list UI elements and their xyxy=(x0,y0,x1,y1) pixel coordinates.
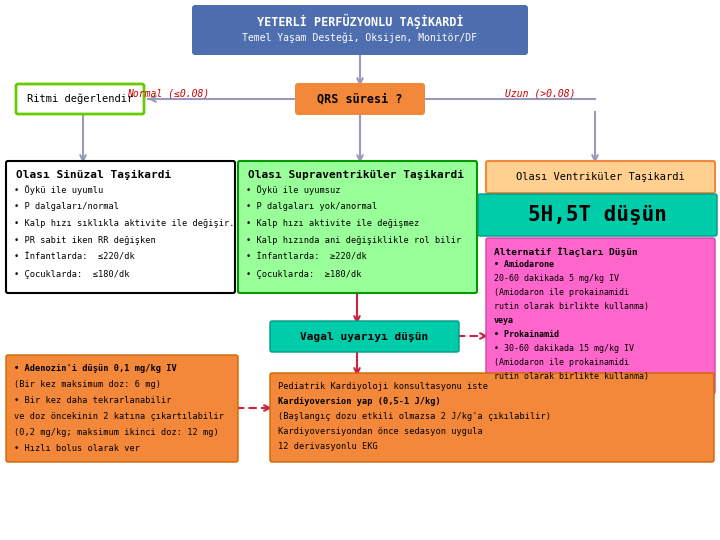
Text: (Bir kez maksimum doz: 6 mg): (Bir kez maksimum doz: 6 mg) xyxy=(14,380,161,389)
FancyBboxPatch shape xyxy=(478,194,717,236)
FancyBboxPatch shape xyxy=(486,161,715,193)
Text: • P dalgaları yok/anormal: • P dalgaları yok/anormal xyxy=(246,202,377,211)
Text: (Amiodaron ile prokainamidi: (Amiodaron ile prokainamidi xyxy=(494,288,629,297)
Text: • Çocuklarda:  ≤180/dk: • Çocuklarda: ≤180/dk xyxy=(14,270,130,279)
FancyBboxPatch shape xyxy=(6,161,235,293)
Text: veya: veya xyxy=(494,316,514,325)
FancyBboxPatch shape xyxy=(270,373,714,462)
Text: Alternatif İlaçları Düşün: Alternatif İlaçları Düşün xyxy=(494,247,638,257)
Text: 5H,5T düşün: 5H,5T düşün xyxy=(528,205,667,225)
Text: ve doz öncekinin 2 katına çıkartılabilir: ve doz öncekinin 2 katına çıkartılabilir xyxy=(14,412,224,421)
Text: Temel Yaşam Desteği, Oksijen, Monitör/DF: Temel Yaşam Desteği, Oksijen, Monitör/DF xyxy=(243,33,477,43)
Text: • Hızlı bolus olarak ver: • Hızlı bolus olarak ver xyxy=(14,444,140,453)
Text: • Adenozin'i düşün 0,1 mg/kg IV: • Adenozin'i düşün 0,1 mg/kg IV xyxy=(14,364,176,373)
Text: (Başlangıç dozu etkili olmazsa 2 J/kg'a çıkılabilir): (Başlangıç dozu etkili olmazsa 2 J/kg'a … xyxy=(278,412,551,421)
Text: Ritmi değerlendir: Ritmi değerlendir xyxy=(27,94,133,104)
Text: rutin olarak birlikte kullanma): rutin olarak birlikte kullanma) xyxy=(494,372,649,381)
Text: Vagal uyarıyı düşün: Vagal uyarıyı düşün xyxy=(300,332,428,341)
Text: • Bir kez daha tekrarlanabilir: • Bir kez daha tekrarlanabilir xyxy=(14,396,171,405)
Text: • İnfantlarda:  ≥220/dk: • İnfantlarda: ≥220/dk xyxy=(246,253,366,262)
Text: Normal (≤0.08): Normal (≤0.08) xyxy=(127,88,209,98)
FancyBboxPatch shape xyxy=(270,321,459,352)
FancyBboxPatch shape xyxy=(238,161,477,293)
FancyBboxPatch shape xyxy=(192,5,528,55)
FancyBboxPatch shape xyxy=(295,83,425,115)
Text: QRS süresi ?: QRS süresi ? xyxy=(318,92,402,105)
Text: 20-60 dakikada 5 mg/kg IV: 20-60 dakikada 5 mg/kg IV xyxy=(494,274,619,283)
FancyBboxPatch shape xyxy=(6,355,238,462)
Text: YETERLİ PERFÜZYONLU TAŞİKARDİ: YETERLİ PERFÜZYONLU TAŞİKARDİ xyxy=(257,14,463,29)
Text: 12 derivasyonlu EKG: 12 derivasyonlu EKG xyxy=(278,442,378,451)
FancyBboxPatch shape xyxy=(16,84,144,114)
Text: Olası Sinüzal Taşikardi: Olası Sinüzal Taşikardi xyxy=(16,170,171,180)
Text: • P dalgaları/normal: • P dalgaları/normal xyxy=(14,202,119,211)
Text: • Çocuklarda:  ≥180/dk: • Çocuklarda: ≥180/dk xyxy=(246,270,361,279)
Text: Olası Ventriküler Taşikardi: Olası Ventriküler Taşikardi xyxy=(516,172,685,182)
Text: • Öykü ile uyumsuz: • Öykü ile uyumsuz xyxy=(246,185,341,195)
FancyBboxPatch shape xyxy=(486,238,715,394)
Text: • Kalp hızında ani değişiklikle rol bilir: • Kalp hızında ani değişiklikle rol bili… xyxy=(246,236,462,245)
Text: Kardiyoversiyondan önce sedasyon uygula: Kardiyoversiyondan önce sedasyon uygula xyxy=(278,427,482,436)
Text: • Amiodarone: • Amiodarone xyxy=(494,260,554,269)
Text: rutin olarak birlikte kullanma): rutin olarak birlikte kullanma) xyxy=(494,302,649,311)
Text: Pediatrik Kardiyoloji konsultasyonu iste: Pediatrik Kardiyoloji konsultasyonu iste xyxy=(278,382,488,391)
Text: (0,2 mg/kg; maksimum ikinci doz: 12 mg): (0,2 mg/kg; maksimum ikinci doz: 12 mg) xyxy=(14,428,219,437)
Text: (Amiodaron ile prokainamidi: (Amiodaron ile prokainamidi xyxy=(494,358,629,367)
Text: Uzun (>0.08): Uzun (>0.08) xyxy=(505,88,575,98)
Text: • Kalp hızı aktivite ile değişmez: • Kalp hızı aktivite ile değişmez xyxy=(246,219,419,228)
Text: • PR sabit iken RR değişken: • PR sabit iken RR değişken xyxy=(14,236,156,245)
Text: • Kalp hızı sıklıkla aktivite ile değişir.: • Kalp hızı sıklıkla aktivite ile değişi… xyxy=(14,219,235,228)
Text: • Prokainamid: • Prokainamid xyxy=(494,330,559,339)
Text: • İnfantlarda:  ≤220/dk: • İnfantlarda: ≤220/dk xyxy=(14,253,135,262)
Text: Olası Supraventriküler Taşikardi: Olası Supraventriküler Taşikardi xyxy=(248,170,464,180)
Text: Kardiyoversion yap (0,5-1 J/kg): Kardiyoversion yap (0,5-1 J/kg) xyxy=(278,397,441,406)
Text: • Öykü ile uyumlu: • Öykü ile uyumlu xyxy=(14,185,103,195)
Text: • 30-60 dakikada 15 mg/kg IV: • 30-60 dakikada 15 mg/kg IV xyxy=(494,344,634,353)
